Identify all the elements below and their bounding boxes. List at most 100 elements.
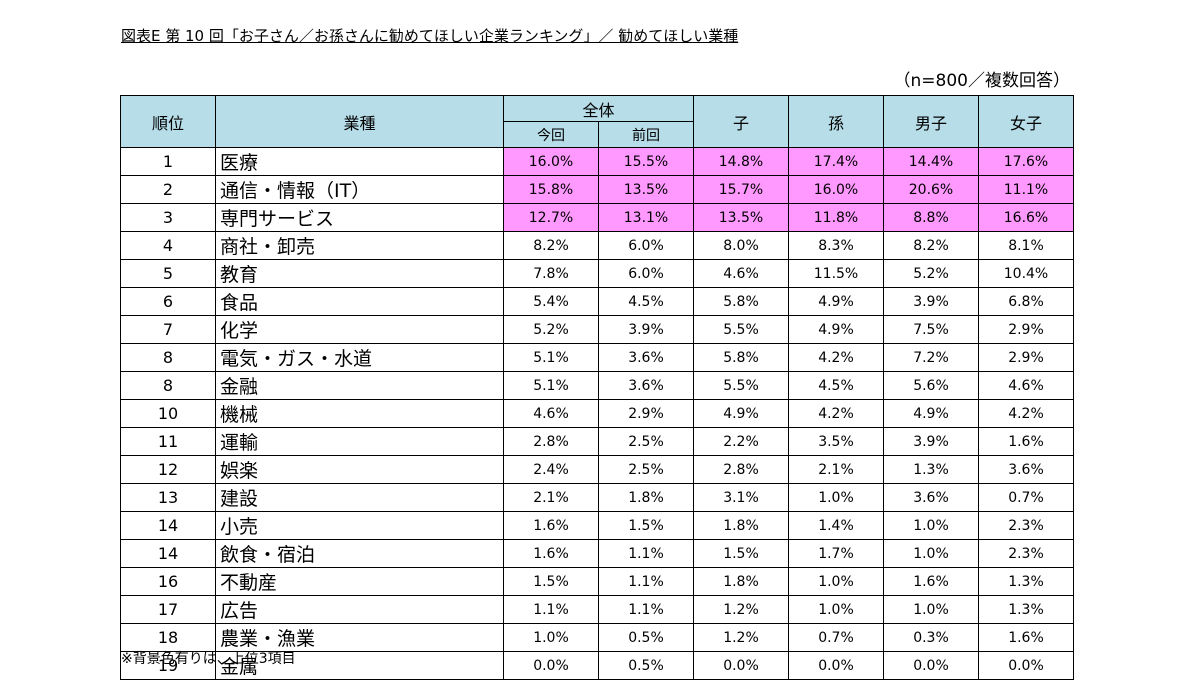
industry-cell: 商社・卸売 (215, 231, 504, 260)
child-value-cell: 1.8% (693, 567, 789, 596)
boy-value-cell: 1.6% (883, 567, 979, 596)
child-value-cell: 4.6% (693, 259, 789, 288)
previous-value-cell: 0.5% (598, 623, 694, 652)
table-row: 14 小売 1.6% 1.5% 1.8% 1.4% 1.0% 2.3% (120, 511, 1074, 540)
child-value-cell: 13.5% (693, 203, 789, 232)
rank-cell: 17 (120, 595, 216, 624)
previous-value-cell: 2.5% (598, 455, 694, 484)
grandchild-value-cell: 4.5% (788, 371, 884, 400)
current-value-cell: 1.6% (503, 511, 599, 540)
girl-value-cell: 2.9% (978, 343, 1074, 372)
industry-cell: 医療 (215, 147, 504, 176)
child-value-cell: 1.5% (693, 539, 789, 568)
footnote: ※背景色有りは、上位3項目 (121, 651, 296, 667)
industry-cell: 金融 (215, 371, 504, 400)
current-value-cell: 1.0% (503, 623, 599, 652)
boy-value-cell: 3.9% (883, 287, 979, 316)
previous-value-cell: 13.5% (598, 175, 694, 204)
girl-value-cell: 11.1% (978, 175, 1074, 204)
current-value-cell: 5.4% (503, 287, 599, 316)
boy-value-cell: 14.4% (883, 147, 979, 176)
header-row-1: 順位 業種 全体 子 孫 男子 女子 (120, 95, 1074, 148)
girl-value-cell: 4.6% (978, 371, 1074, 400)
boy-value-cell: 8.8% (883, 203, 979, 232)
girl-value-cell: 1.3% (978, 595, 1074, 624)
figure-title: 図表E 第 10 回「お子さん／お孫さんに勧めてほしい企業ランキング」／ 勧めて… (121, 27, 739, 45)
boy-value-cell: 3.6% (883, 483, 979, 512)
current-value-cell: 12.7% (503, 203, 599, 232)
grandchild-value-cell: 1.0% (788, 567, 884, 596)
grandchild-value-cell: 0.0% (788, 651, 884, 680)
rank-cell: 13 (120, 483, 216, 512)
industry-cell: 農業・漁業 (215, 623, 504, 652)
rank-cell: 5 (120, 259, 216, 288)
current-value-cell: 5.1% (503, 371, 599, 400)
sample-size-note: （n=800／複数回答） (893, 71, 1070, 91)
industry-cell: 飲食・宿泊 (215, 539, 504, 568)
current-value-cell: 2.1% (503, 483, 599, 512)
rank-cell: 7 (120, 315, 216, 344)
child-value-cell: 5.5% (693, 315, 789, 344)
industry-cell: 不動産 (215, 567, 504, 596)
girl-value-cell: 17.6% (978, 147, 1074, 176)
boy-value-cell: 0.3% (883, 623, 979, 652)
previous-value-cell: 6.0% (598, 231, 694, 260)
girl-value-cell: 10.4% (978, 259, 1074, 288)
table-row: 13 建設 2.1% 1.8% 3.1% 1.0% 3.6% 0.7% (120, 483, 1074, 512)
rank-cell: 19 (120, 651, 216, 680)
girl-value-cell: 2.9% (978, 315, 1074, 344)
grandchild-value-cell: 8.3% (788, 231, 884, 260)
table-row: 19 金属 0.0% 0.5% 0.0% 0.0% 0.0% 0.0% (120, 651, 1074, 680)
boy-value-cell: 7.5% (883, 315, 979, 344)
grandchild-value-cell: 0.7% (788, 623, 884, 652)
boy-value-cell: 4.9% (883, 399, 979, 428)
table-row: 17 広告 1.1% 1.1% 1.2% 1.0% 1.0% 1.3% (120, 595, 1074, 624)
grandchild-value-cell: 4.9% (788, 287, 884, 316)
header-child: 子 (693, 95, 789, 148)
header-boy: 男子 (883, 95, 979, 148)
previous-value-cell: 3.6% (598, 343, 694, 372)
previous-value-cell: 1.8% (598, 483, 694, 512)
current-value-cell: 2.4% (503, 455, 599, 484)
rank-cell: 16 (120, 567, 216, 596)
header-previous: 前回 (598, 121, 694, 148)
child-value-cell: 15.7% (693, 175, 789, 204)
header-row-2: 今回 前回 (121, 121, 1074, 148)
girl-value-cell: 1.6% (978, 427, 1074, 456)
table-row: 4 商社・卸売 8.2% 6.0% 8.0% 8.3% 8.2% 8.1% (120, 231, 1074, 260)
current-value-cell: 2.8% (503, 427, 599, 456)
table-row: 11 運輸 2.8% 2.5% 2.2% 3.5% 3.9% 1.6% (120, 427, 1074, 456)
grandchild-value-cell: 1.4% (788, 511, 884, 540)
girl-value-cell: 1.6% (978, 623, 1074, 652)
industry-cell: 機械 (215, 399, 504, 428)
child-value-cell: 5.8% (693, 287, 789, 316)
table-row: 7 化学 5.2% 3.9% 5.5% 4.9% 7.5% 2.9% (120, 315, 1074, 344)
industry-cell: 教育 (215, 259, 504, 288)
previous-value-cell: 3.9% (598, 315, 694, 344)
rank-cell: 18 (120, 623, 216, 652)
rank-cell: 14 (120, 511, 216, 540)
table-row: 12 娯楽 2.4% 2.5% 2.8% 2.1% 1.3% 3.6% (120, 455, 1074, 484)
table-row: 8 電気・ガス・水道 5.1% 3.6% 5.8% 4.2% 7.2% 2.9% (120, 343, 1074, 372)
current-value-cell: 15.8% (503, 175, 599, 204)
child-value-cell: 0.0% (693, 651, 789, 680)
header-industry: 業種 (215, 95, 504, 148)
current-value-cell: 1.6% (503, 539, 599, 568)
girl-value-cell: 0.0% (978, 651, 1074, 680)
rank-cell: 8 (120, 371, 216, 400)
grandchild-value-cell: 4.2% (788, 399, 884, 428)
grandchild-value-cell: 3.5% (788, 427, 884, 456)
table-row: 6 食品 5.4% 4.5% 5.8% 4.9% 3.9% 6.8% (120, 287, 1074, 316)
previous-value-cell: 1.1% (598, 539, 694, 568)
header-current: 今回 (503, 121, 599, 148)
table-row: 8 金融 5.1% 3.6% 5.5% 4.5% 5.6% 4.6% (120, 371, 1074, 400)
girl-value-cell: 16.6% (978, 203, 1074, 232)
table-row: 18 農業・漁業 1.0% 0.5% 1.2% 0.7% 0.3% 1.6% (120, 623, 1074, 652)
boy-value-cell: 1.0% (883, 511, 979, 540)
child-value-cell: 3.1% (693, 483, 789, 512)
child-value-cell: 8.0% (693, 231, 789, 260)
grandchild-value-cell: 1.0% (788, 595, 884, 624)
rank-cell: 6 (120, 287, 216, 316)
industry-cell: 建設 (215, 483, 504, 512)
industry-cell: 運輸 (215, 427, 504, 456)
